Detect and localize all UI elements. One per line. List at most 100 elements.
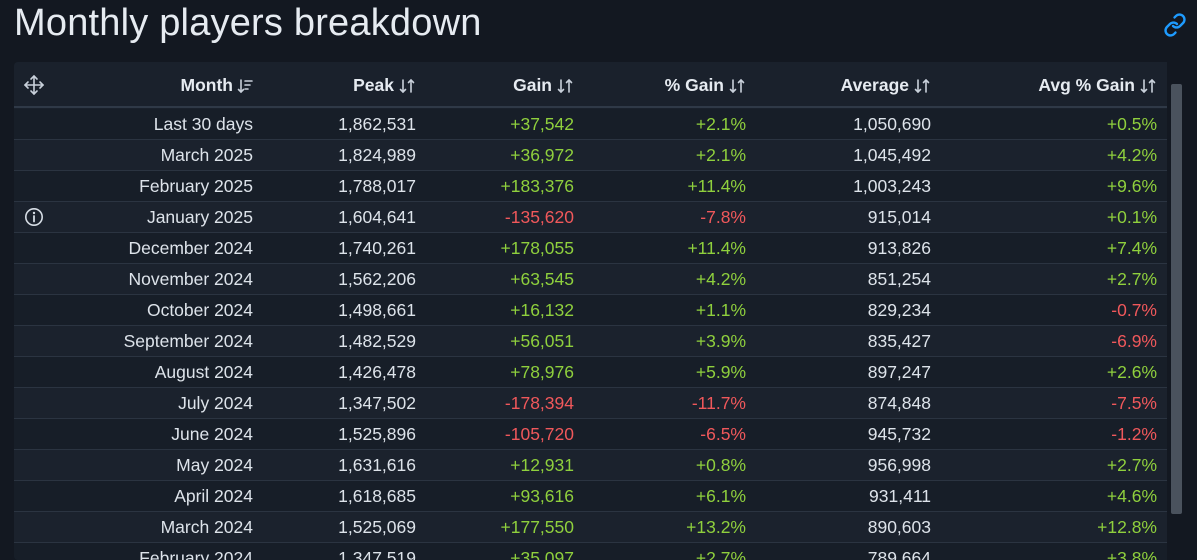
cell-average: 829,234: [867, 300, 931, 320]
cell-average: 835,427: [867, 331, 931, 351]
cell-avg-pct-gain: -6.9%: [1111, 331, 1157, 351]
table-row: September 2024 1,482,529 +56,051 +3.9% 835,4…: [14, 326, 1167, 357]
cell-gain: +36,972: [510, 145, 574, 165]
cell-avg-pct-gain: +4.2%: [1106, 145, 1157, 165]
table-row: March 2025 1,824,989 +36,972 +2.1% 1,045,492…: [14, 140, 1167, 171]
sort-icon: [399, 78, 415, 94]
cell-peak: 1,604,641: [338, 207, 416, 227]
cell-pct-gain: -11.7%: [691, 393, 746, 413]
table-row: February 2024 1,347,519 +35,097 +2.7% 789,66…: [14, 543, 1167, 560]
cell-month: October 2024: [146, 300, 253, 320]
table-row: March 2024 1,525,069 +177,550 +13.2% 890,603…: [14, 512, 1167, 543]
cell-peak: 1,740,261: [338, 238, 416, 258]
cell-average: 931,411: [869, 486, 931, 506]
header-average-label: Average: [840, 75, 909, 95]
cell-peak: 1,824,989: [338, 145, 416, 165]
players-table: Month Peak Gain % Gain Average Avg % Gai…: [14, 62, 1188, 560]
header-gain[interactable]: Gain: [513, 62, 574, 108]
column-move-icon[interactable]: [23, 74, 45, 96]
sort-icon: [914, 78, 930, 94]
cell-average: 789,664: [867, 548, 931, 560]
cell-average: 874,848: [867, 393, 931, 413]
vertical-scrollbar[interactable]: [1167, 62, 1188, 560]
cell-avg-pct-gain: +12.8%: [1097, 517, 1157, 537]
cell-pct-gain: +0.8%: [695, 455, 746, 475]
cell-gain: +35,097: [510, 548, 574, 560]
cell-avg-pct-gain: +2.6%: [1106, 362, 1157, 382]
cell-month: December 2024: [128, 238, 253, 258]
cell-month: February 2025: [139, 176, 253, 196]
sort-icon: [1140, 78, 1156, 94]
cell-avg-pct-gain: +0.1%: [1106, 207, 1157, 227]
cell-pct-gain: +11.4%: [687, 176, 746, 196]
cell-month: August 2024: [154, 362, 253, 382]
cell-month: November 2024: [128, 269, 253, 289]
cell-pct-gain: +3.9%: [695, 331, 746, 351]
cell-pct-gain: +4.2%: [695, 269, 746, 289]
header-pct-gain-label: % Gain: [664, 75, 724, 95]
cell-peak: 1,525,069: [338, 517, 416, 537]
info-icon[interactable]: [24, 207, 44, 227]
header-peak[interactable]: Peak: [353, 62, 416, 108]
table-body: Last 30 days 1,862,531 +37,542 +2.1% 1,050,6…: [14, 109, 1167, 560]
cell-average: 945,732: [867, 424, 931, 444]
page-title: Monthly players breakdown: [14, 2, 482, 44]
cell-month: February 2024: [139, 548, 253, 560]
cell-gain: +178,055: [500, 238, 574, 258]
header-pct-gain[interactable]: % Gain: [665, 62, 746, 108]
cell-peak: 1,426,478: [338, 362, 416, 382]
table-row: November 2024 1,562,206 +63,545 +4.2% 851,25…: [14, 264, 1167, 295]
header-average[interactable]: Average: [841, 62, 931, 108]
cell-average: 1,045,492: [853, 145, 931, 165]
cell-peak: 1,482,529: [338, 331, 416, 351]
cell-avg-pct-gain: -0.7%: [1111, 300, 1157, 320]
cell-pct-gain: +2.1%: [695, 145, 746, 165]
cell-peak: 1,347,502: [338, 393, 416, 413]
cell-pct-gain: +5.9%: [695, 362, 746, 382]
table-row: January 2025 1,604,641 -135,620 -7.8% 915,01…: [14, 202, 1167, 233]
table-row: April 2024 1,618,685 +93,616 +6.1% 931,411 +4…: [14, 481, 1167, 512]
cell-average: 915,014: [867, 207, 931, 227]
table-row: August 2024 1,426,478 +78,976 +5.9% 897,247 +…: [14, 357, 1167, 388]
cell-gain: +12,931: [510, 455, 574, 475]
cell-peak: 1,525,896: [338, 424, 416, 444]
cell-pct-gain: +2.7%: [695, 548, 746, 560]
cell-peak: 1,562,206: [338, 269, 416, 289]
header-gain-label: Gain: [513, 75, 552, 95]
cell-pct-gain: -6.5%: [700, 424, 746, 444]
cell-average: 913,826: [867, 238, 931, 258]
cell-gain: +93,616: [510, 486, 574, 506]
cell-gain: -105,720: [504, 424, 574, 444]
scrollbar-thumb[interactable]: [1171, 84, 1182, 514]
cell-average: 1,003,243: [853, 176, 931, 196]
cell-month: Last 30 days: [153, 114, 253, 134]
header-avg-pct-gain-label: Avg % Gain: [1038, 75, 1135, 95]
table-row: June 2024 1,525,896 -105,720 -6.5% 945,732 -1…: [14, 419, 1167, 450]
table-row: July 2024 1,347,502 -178,394 -11.7% 874,848 -…: [14, 388, 1167, 419]
cell-peak: 1,618,685: [338, 486, 416, 506]
table-row: October 2024 1,498,661 +16,132 +1.1% 829,234…: [14, 295, 1167, 326]
header-month[interactable]: Month: [181, 62, 253, 108]
cell-average: 897,247: [867, 362, 931, 382]
cell-month: May 2024: [176, 455, 253, 475]
header-peak-label: Peak: [353, 75, 394, 95]
cell-gain: +56,051: [510, 331, 574, 351]
cell-gain: -135,620: [504, 207, 574, 227]
cell-avg-pct-gain: -7.5%: [1111, 393, 1157, 413]
table-header: Month Peak Gain % Gain Average Avg % Gai…: [14, 62, 1167, 108]
cell-month: March 2024: [160, 517, 253, 537]
cell-gain: +78,976: [510, 362, 574, 382]
header-avg-pct-gain[interactable]: Avg % Gain: [1038, 62, 1157, 108]
cell-avg-pct-gain: +4.6%: [1106, 486, 1157, 506]
cell-avg-pct-gain: +3.8%: [1106, 548, 1157, 560]
sort-icon: [557, 78, 573, 94]
cell-gain: +177,550: [500, 517, 574, 537]
table-row: December 2024 1,740,261 +178,055 +11.4% 913,…: [14, 233, 1167, 264]
cell-peak: 1,347,519: [338, 548, 416, 560]
cell-pct-gain: +13.2%: [686, 517, 746, 537]
cell-avg-pct-gain: +2.7%: [1106, 269, 1157, 289]
cell-average: 890,603: [867, 517, 931, 537]
link-icon[interactable]: [1163, 13, 1187, 37]
sort-icon: [729, 78, 745, 94]
cell-month: April 2024: [174, 486, 253, 506]
